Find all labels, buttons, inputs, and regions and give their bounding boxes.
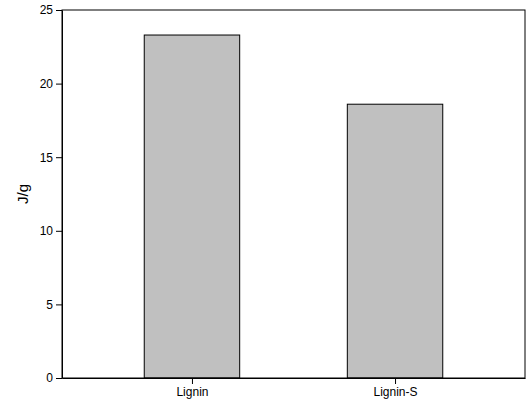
y-tick-mark: [56, 10, 62, 11]
chart: 0 5 10 15 20 25 Lignin Lignin-S J/g: [0, 0, 530, 417]
y-axis-title: J/g: [14, 184, 31, 204]
y-axis-line: [62, 11, 63, 379]
x-tick: Lignin-S: [374, 378, 418, 399]
y-tick-label: 5: [46, 298, 53, 312]
y-tick-label: 15: [40, 151, 54, 165]
frame: [62, 10, 525, 378]
y-tick: 5: [46, 298, 62, 312]
y-tick-label: 10: [40, 224, 54, 238]
x-axis: Lignin Lignin-S: [63, 378, 526, 399]
y-tick-mark: [56, 84, 62, 85]
y-tick: 15: [40, 151, 62, 165]
plot: 0 5 10 15 20 25 Lignin Lignin-S: [40, 3, 526, 398]
x-tick: Lignin: [176, 378, 208, 399]
y-tick: 20: [40, 77, 62, 91]
x-tick-label: Lignin-S: [374, 385, 418, 399]
y-tick: 25: [40, 3, 62, 17]
y-tick-mark: [56, 231, 62, 232]
y-tick-mark: [56, 157, 62, 158]
x-tick-mark: [192, 378, 193, 384]
y-tick-mark: [56, 378, 62, 379]
x-tick-label: Lignin: [176, 385, 208, 399]
y-tick: 10: [40, 224, 62, 238]
y-tick-label: 0: [46, 371, 53, 385]
bar: [347, 104, 442, 378]
y-tick-label: 25: [40, 3, 54, 17]
x-axis-line: [63, 378, 526, 379]
bars: [144, 35, 443, 378]
y-tick: 0: [46, 371, 62, 385]
y-axis: 0 5 10 15 20 25: [40, 3, 63, 385]
bar: [144, 35, 239, 378]
x-tick-mark: [395, 378, 396, 384]
y-tick-mark: [56, 304, 62, 305]
y-tick-label: 20: [40, 77, 54, 91]
